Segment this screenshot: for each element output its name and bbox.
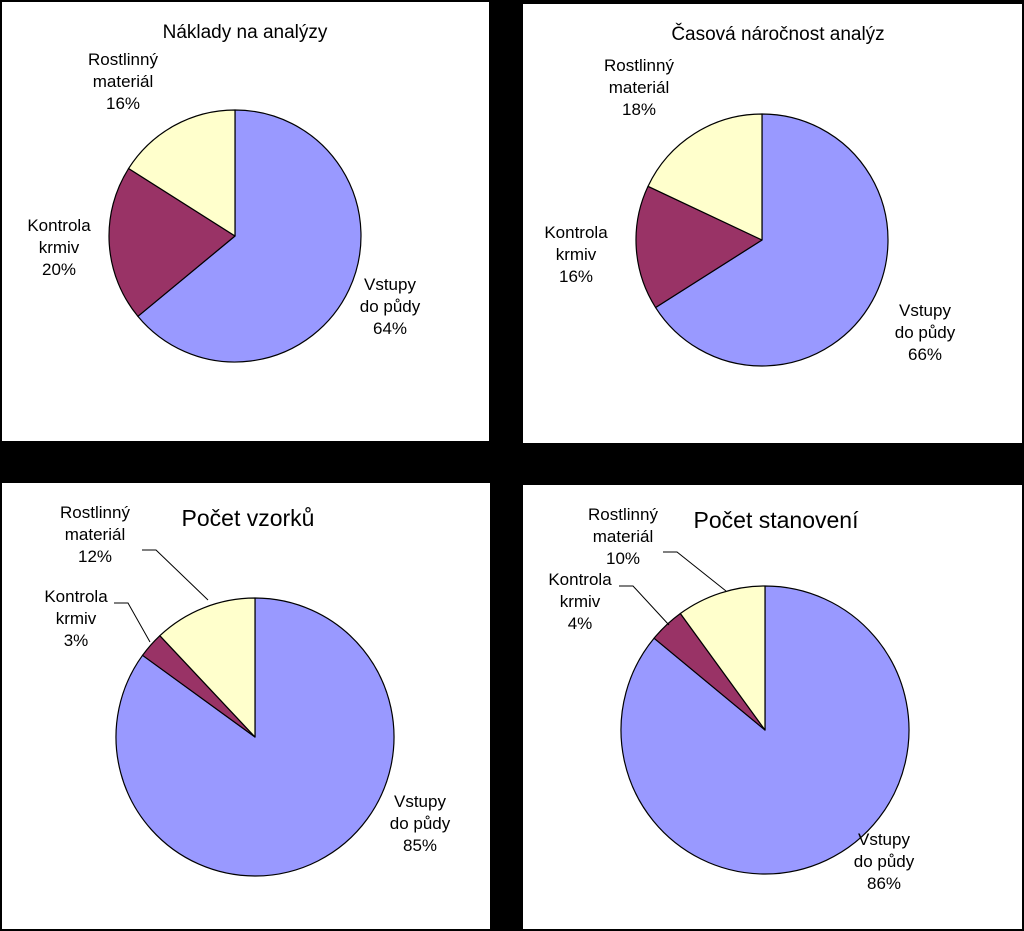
leader-line <box>663 551 727 592</box>
slice-label: Rostlinný materiál 18% <box>604 56 674 119</box>
pie-slice <box>635 185 763 309</box>
slice-label: Vstupy do půdy 66% <box>895 301 956 364</box>
slice-label: Kontrola krmiv 3% <box>44 587 108 650</box>
chart-title: Počet vzorků <box>182 505 315 531</box>
pie-chart-panel-time: Časová náročnost analýz Vstupy do půdy 66% K… <box>523 4 1022 443</box>
slice-label: Vstupy do půdy 86% <box>854 830 915 893</box>
chart-title: Náklady na analýzy <box>163 22 328 43</box>
slice-label: Kontrola krmiv 20% <box>27 216 91 279</box>
slice-label: Kontrola krmiv 16% <box>544 223 608 286</box>
pie-slice <box>647 113 763 241</box>
pie-slice <box>679 585 766 731</box>
pie-chart-svg: Počet stanovení Vstupy do půdy 86% Kontrola k… <box>548 505 915 893</box>
pie-slice <box>620 585 910 875</box>
pie-slice <box>128 109 236 237</box>
slice-label: Rostlinný materiál 10% <box>588 505 658 568</box>
pie-chart-panel-samples: Počet vzorků Vstupy do půdy 85% Kontrola krmi… <box>2 483 490 929</box>
slice-label: Vstupy do půdy 64% <box>360 275 421 338</box>
chart-title: Počet stanovení <box>694 507 860 533</box>
slice-label: Kontrola krmiv 4% <box>548 570 612 633</box>
pie-chart-panel-costs: Náklady na analýzy Vstupy do půdy 64% Kontro… <box>2 2 489 441</box>
pie-chart-svg: Počet vzorků Vstupy do půdy 85% Kontrola krmi… <box>44 503 451 877</box>
slice-label: Rostlinný materiál 12% <box>60 503 130 566</box>
pie-slice <box>159 597 256 738</box>
leader-line <box>114 602 151 643</box>
pie-chart-svg: Časová náročnost analýz Vstupy do půdy 66% K… <box>544 23 956 367</box>
pie-slice <box>655 113 889 367</box>
pie-slice <box>115 597 395 877</box>
chart-title: Časová náročnost analýz <box>671 23 884 45</box>
pie-slice <box>137 109 362 363</box>
slice-label: Rostlinný materiál 16% <box>88 50 158 113</box>
leader-line <box>619 585 670 626</box>
slice-label: Vstupy do půdy 85% <box>390 792 451 855</box>
pie-chart-svg: Náklady na analýzy Vstupy do půdy 64% Kontro… <box>27 22 421 363</box>
leader-line <box>142 549 209 601</box>
pie-slice <box>108 167 236 317</box>
pie-chart-panel-determinations: Počet stanovení Vstupy do půdy 86% Kontrola k… <box>523 485 1022 929</box>
